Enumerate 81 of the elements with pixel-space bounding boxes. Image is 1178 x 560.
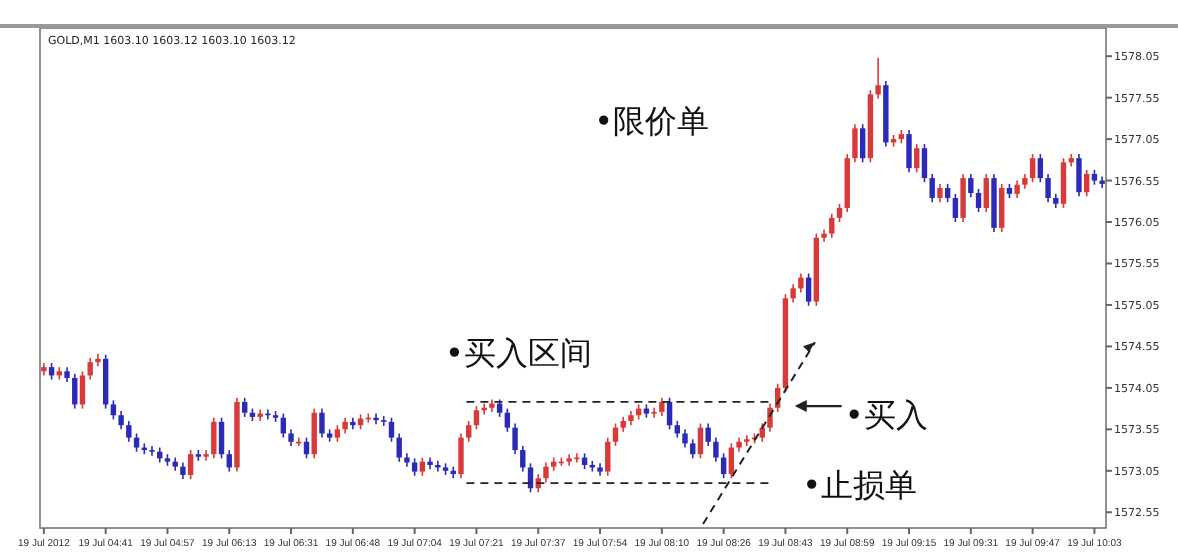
candlestick [481,402,487,416]
candlestick [435,460,441,473]
candlestick [1083,168,1090,198]
candlestick [612,422,619,447]
candlestick [682,428,688,449]
candlestick [303,436,310,460]
candlestick [960,173,966,223]
candlestick [1076,153,1082,198]
candlestick [852,123,858,164]
candlestick [87,357,93,381]
candlestick [95,353,101,368]
candlestick [527,462,534,494]
candlestick [473,405,480,431]
candlestick [875,57,881,100]
candlestick [226,449,232,473]
candlestick [713,436,719,463]
candlestick [705,422,711,447]
candlestick [906,129,912,174]
candlestick [1060,157,1067,209]
candlestick [466,420,472,443]
candlestick [388,416,395,443]
candlestick [126,420,132,443]
candlestick [790,283,796,304]
candlestick [218,416,225,460]
candlestick [944,183,951,203]
candlestick [952,193,959,223]
candlestick [187,449,194,480]
candlestick [759,422,765,443]
candlestick [110,399,117,421]
candlestick [149,445,155,457]
candlestick [203,449,209,462]
candlestick [520,445,526,473]
candlestick [767,402,773,433]
candlestick [257,408,263,422]
candlestick [373,412,379,426]
candlestick [118,410,124,431]
candlestick [311,407,317,460]
candlestick [242,397,248,418]
annotation: •买入区间 [445,334,592,372]
candlestick [102,353,109,410]
candlestick [659,397,665,417]
candlestick [381,415,387,427]
candlestick [651,406,657,419]
candlestick [921,143,928,184]
candlestick [929,173,935,203]
candlestick [999,183,1005,233]
candlestick [419,456,426,477]
candlestick [975,188,982,213]
candlestick [914,143,920,174]
candlestick [543,461,549,484]
candlestick [1045,173,1051,203]
annotation: •止损单 [802,466,918,504]
annotation: •买入 [844,396,928,434]
candlestick [79,370,86,410]
candlestick [1099,175,1105,189]
candlestick [744,434,750,447]
candlestick [836,202,843,223]
candlestick [798,272,804,294]
candlestick [458,432,464,480]
candlestick [805,272,812,307]
candlestick [512,422,518,455]
candlestick [489,398,495,413]
candlestick [396,432,402,463]
candlestick [859,123,866,164]
candlestick [133,432,140,453]
annotation: •限价单 [594,102,710,140]
candlestick [1029,153,1036,184]
candlestick [937,183,943,203]
candlestick [690,438,696,460]
candlestick [968,173,974,198]
candlestick [1037,153,1044,184]
candlestick [504,407,511,433]
candlestick [319,407,325,439]
candlestick [605,436,611,477]
candlestick [697,422,704,460]
candlestick [983,173,989,213]
candlestick [728,442,735,480]
candlestick [72,372,78,410]
candlestick [829,212,835,239]
candlestick [821,228,827,243]
candlestick [211,416,217,460]
